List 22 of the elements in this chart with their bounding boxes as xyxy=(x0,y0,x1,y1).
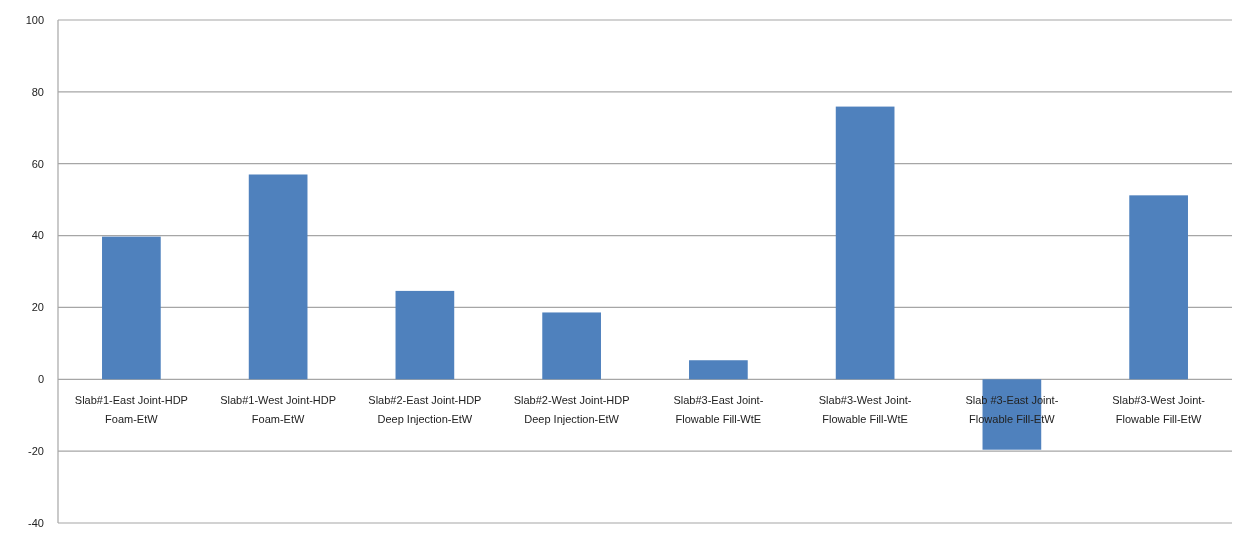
x-tick-label: Slab#2-West Joint-HDP Deep Injection-EtW xyxy=(513,394,630,426)
x-tick-label: Slab#1-East Joint-HDP Foam-EtW xyxy=(74,394,188,426)
x-tick-label: Slab#2-East Joint-HDP Deep Injection-EtW xyxy=(368,394,482,426)
bar xyxy=(1129,195,1188,380)
x-tick-label: Slab#1-West Joint-HDP Foam-EtW xyxy=(220,394,337,426)
y-tick-label: 60 xyxy=(31,157,44,170)
y-tick-label: 20 xyxy=(31,301,44,314)
y-tick-label: 40 xyxy=(31,229,44,242)
bar xyxy=(102,236,161,380)
y-tick-label: -40 xyxy=(28,516,44,529)
bar xyxy=(395,290,455,380)
bar xyxy=(689,360,748,380)
x-tick-label: Slab#3-West Joint- Flowable Fill-WtE xyxy=(818,394,912,426)
bar xyxy=(542,312,601,380)
x-tick-label: Slab#3-West Joint- Flowable Fill-EtW xyxy=(1112,394,1206,426)
y-tick-label: -20 xyxy=(28,444,44,457)
y-tick-label: 80 xyxy=(31,85,44,98)
y-tick-label: 0 xyxy=(37,373,44,386)
bar xyxy=(248,174,308,380)
y-tick-label: 100 xyxy=(25,13,44,26)
x-tick-label: Slab#3-East Joint- Flowable Fill-WtE xyxy=(673,394,764,426)
bar xyxy=(835,106,895,380)
